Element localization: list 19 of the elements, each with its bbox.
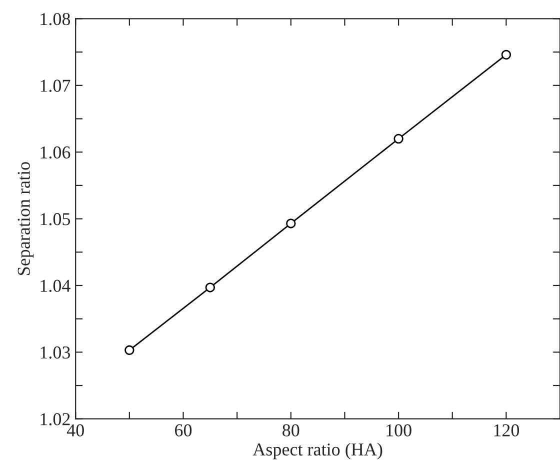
y-tick-label: 1.03 [40,346,70,359]
point [124,345,134,356]
y-tick-label: 1.07 [40,80,70,92]
point [394,134,404,144]
point [205,282,216,292]
point [501,50,512,60]
x-tick-label: 60 [174,424,192,436]
x-tick-label: 40 [66,424,84,436]
x-tick-label: 100 [386,424,412,436]
y-axis-title: Separation ratio [18,162,34,275]
point [286,218,296,228]
y-tick-label: 1.08 [40,12,70,26]
x-tick-label: 80 [282,424,300,436]
x-tick-label: 120 [494,424,520,436]
y-tick-label: 1.04 [40,280,70,292]
y-tick-label: 1.02 [40,413,70,426]
x-axis-title: Aspect ratio (HA) [252,442,382,460]
y-tick-label: 1.05 [40,213,70,226]
y-tick-label: 1.06 [40,146,70,159]
